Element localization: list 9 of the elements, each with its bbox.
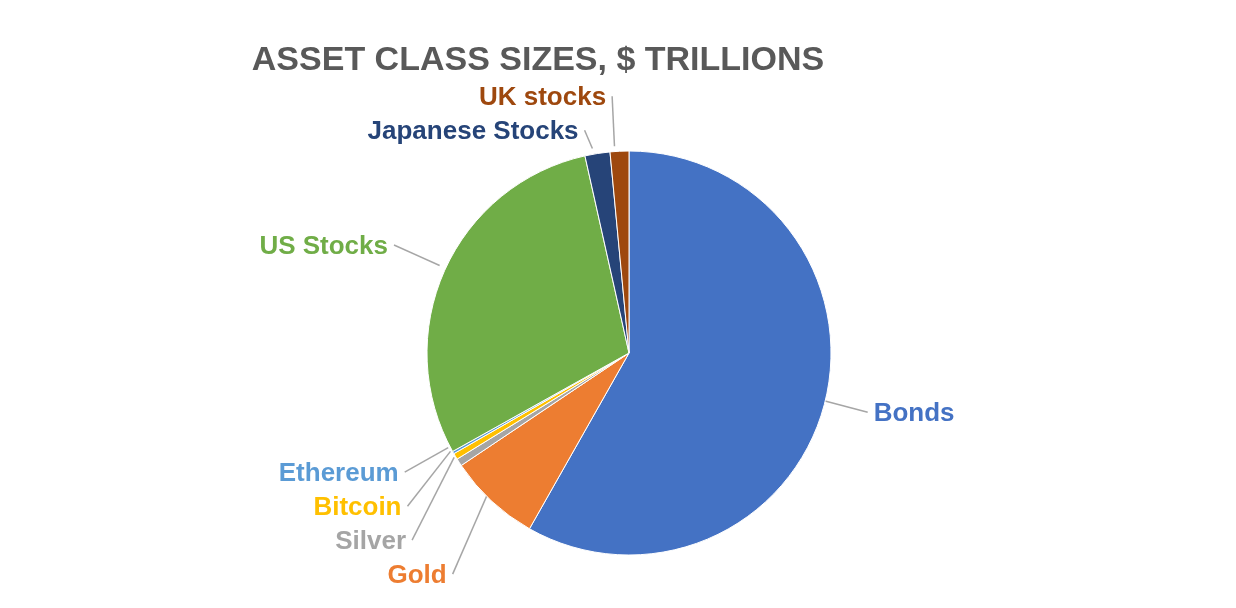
slice-label: Bonds (873, 397, 955, 428)
chart-title: ASSET CLASS SIZES, $ TRILLIONS (251, 39, 825, 77)
slice-label: Bitcoin (313, 491, 402, 522)
slice-label: UK stocks (478, 81, 607, 112)
slice-label: Japanese Stocks (367, 115, 579, 146)
slice-label: Ethereum (278, 457, 399, 488)
slice-label: US Stocks (259, 230, 388, 261)
slice-label: Gold (387, 559, 447, 590)
slice-label: Silver (335, 525, 407, 556)
